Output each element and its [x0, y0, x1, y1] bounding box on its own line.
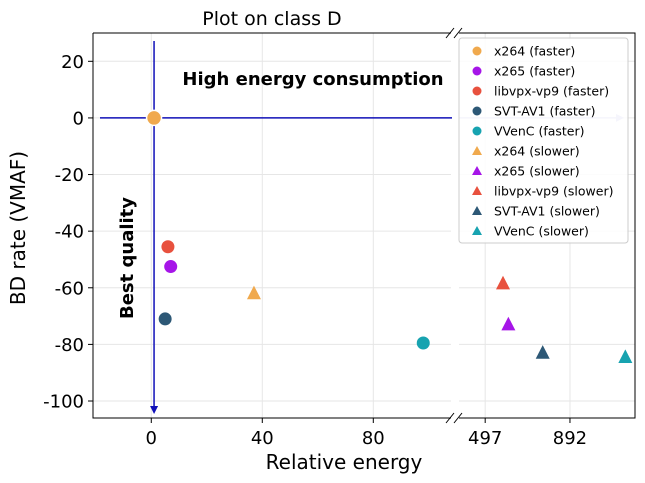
x-tick-label: 40 [251, 428, 274, 449]
y-tick-label: -20 [55, 165, 84, 186]
legend-entry: x265 (faster) [472, 64, 575, 79]
legend-label: x265 (faster) [494, 64, 575, 79]
legend-label: SVT-AV1 (faster) [494, 104, 596, 119]
x-tick-label: 0 [146, 428, 157, 449]
legend-entry: x264 (faster) [472, 44, 575, 59]
legend-marker-triangle [472, 226, 482, 235]
right-panel-frame [459, 32, 636, 419]
y-tick-label: -60 [55, 278, 84, 299]
point-x264-slower [246, 285, 261, 300]
y-tick-label: -40 [55, 222, 84, 243]
legend-entry: VVenC (faster) [472, 124, 585, 139]
legend-label: x264 (slower) [494, 144, 580, 159]
axis-break-bottom [445, 412, 463, 424]
legend-entry: libvpx-vp9 (faster) [472, 84, 609, 99]
data-points [145, 109, 633, 363]
legend-entry: SVT-AV1 (faster) [472, 104, 596, 119]
point-vvenc-faster [416, 336, 430, 350]
point-libvpx-vp9-faster [161, 240, 175, 254]
y-axis-ticks: 20 0 -20 -40 -60 -80 -100 [43, 52, 93, 413]
x-axis-label: Relative energy [266, 450, 423, 474]
legend-label: x264 (faster) [494, 44, 575, 59]
y-tick-label: -80 [55, 335, 84, 356]
y-tick-label: -100 [43, 392, 84, 413]
annotation-high-energy: High energy consumption [182, 69, 443, 90]
legend-entry: VVenC (slower) [472, 224, 589, 239]
legend-label: VVenC (faster) [494, 124, 585, 139]
x-tick-label: 80 [362, 428, 385, 449]
legend-label: libvpx-vp9 (faster) [494, 84, 609, 99]
legend-label: VVenC (slower) [494, 224, 589, 239]
x-tick-label: 497 [468, 428, 502, 449]
legend-label: x265 (slower) [494, 164, 580, 179]
chart-title: Plot on class D [202, 8, 341, 30]
annotation-best-quality: Best quality [117, 197, 138, 319]
legend: x264 (faster) x265 (faster) libvpx-vp9 (fa… [458, 37, 629, 244]
point-x265-faster [164, 260, 178, 274]
legend-label: libvpx-vp9 (slower) [494, 184, 613, 199]
legend-marker-triangle [472, 146, 482, 155]
x-axis-ticks: 0 40 80 497 892 [146, 418, 587, 449]
point-libvpx-vp9-slower [496, 275, 510, 290]
legend-marker-circle [472, 46, 482, 56]
legend-entry: x264 (slower) [472, 144, 580, 159]
legend-marker-circle [472, 106, 482, 116]
legend-marker-circle [472, 86, 482, 96]
legend-marker-circle [472, 126, 482, 136]
y-axis-label: BD rate (VMAF) [6, 151, 30, 305]
legend-marker-triangle [472, 206, 482, 215]
axes-frames [92, 27, 636, 424]
left-panel-frame [92, 32, 451, 419]
x-tick-label: 892 [553, 428, 587, 449]
legend-entry: libvpx-vp9 (slower) [472, 184, 613, 199]
point-svt-av1-slower [535, 345, 550, 359]
point-svt-av1-faster [158, 312, 172, 326]
point-vvenc-slower [618, 349, 633, 363]
legend-marker-circle [472, 66, 482, 76]
y-tick-label: 0 [73, 108, 84, 129]
legend-label: SVT-AV1 (slower) [494, 204, 600, 219]
point-x264-faster [145, 109, 163, 127]
legend-entry: SVT-AV1 (slower) [472, 204, 600, 219]
point-x265-slower [501, 316, 516, 331]
legend-entry: x265 (slower) [472, 164, 580, 179]
legend-box [458, 37, 629, 244]
axis-break-top [445, 27, 463, 39]
legend-marker-triangle [472, 186, 482, 195]
y-tick-label: 20 [61, 52, 84, 73]
legend-marker-triangle [472, 166, 482, 175]
